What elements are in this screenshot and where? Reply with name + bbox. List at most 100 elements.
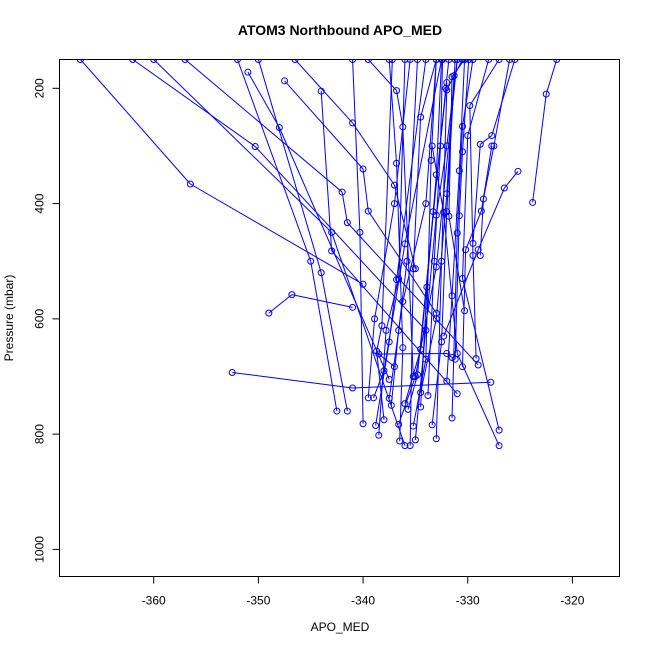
- data-point: [288, 291, 296, 299]
- data-point: [453, 390, 461, 398]
- profile-5: [244, 68, 393, 383]
- profile-segment: [374, 203, 395, 319]
- data-point: [417, 403, 425, 411]
- data-point: [395, 420, 403, 428]
- profile-42: [387, 59, 421, 409]
- data-point: [455, 212, 463, 220]
- profile-segment: [393, 59, 411, 204]
- profile-segment: [414, 215, 437, 440]
- data-point: [506, 59, 514, 63]
- data-point: [359, 165, 367, 173]
- data-point: [458, 148, 466, 156]
- data-point: [150, 59, 158, 63]
- data-point: [445, 59, 453, 63]
- data-point: [380, 367, 388, 375]
- profile-segment: [479, 198, 484, 256]
- profile-segment: [362, 168, 369, 212]
- data-point: [244, 68, 252, 76]
- data-point: [438, 338, 446, 346]
- data-point: [458, 122, 466, 130]
- data-point: [432, 171, 440, 179]
- data-point: [438, 59, 446, 63]
- profile-segment: [503, 170, 519, 189]
- data-point: [495, 442, 503, 450]
- data-point: [488, 132, 496, 140]
- data-point: [401, 442, 409, 450]
- data-point: [411, 436, 419, 444]
- data-point: [388, 59, 396, 63]
- data-point: [378, 322, 386, 330]
- data-point: [465, 59, 473, 63]
- profile-24: [469, 59, 519, 247]
- profile-segment: [184, 59, 343, 193]
- data-point: [485, 59, 493, 63]
- profile-segment: [268, 294, 293, 314]
- profile-segment: [469, 105, 474, 256]
- profile-segment: [451, 170, 460, 296]
- data-point: [228, 368, 236, 376]
- profile-segment: [431, 145, 445, 213]
- data-point: [401, 400, 409, 408]
- profile-segment: [441, 90, 448, 262]
- profile-segment: [472, 255, 477, 359]
- data-point: [462, 246, 470, 254]
- data-point: [251, 143, 259, 151]
- data-point: [385, 59, 393, 63]
- profile-41: [428, 59, 459, 429]
- x-axis-label: APO_MED: [311, 620, 370, 634]
- data-point: [500, 184, 508, 192]
- profile-segment: [257, 59, 322, 273]
- profile-segment: [420, 318, 437, 393]
- profile-segment: [461, 59, 474, 127]
- y-axis-label: Pressure (mbar): [2, 275, 16, 362]
- y-tick-label: 800: [33, 424, 47, 444]
- profile-segment: [396, 59, 427, 280]
- profile-27: [445, 59, 469, 315]
- data-point: [469, 239, 477, 247]
- profile-segment: [477, 187, 505, 250]
- profile-segment: [291, 294, 353, 308]
- data-point: [317, 269, 325, 277]
- profile-segment: [462, 278, 500, 431]
- profile-segment: [420, 59, 437, 118]
- data-point: [328, 247, 336, 255]
- profile-segment: [407, 374, 418, 410]
- data-point: [511, 59, 519, 63]
- profile-segment: [232, 371, 353, 389]
- data-point: [349, 59, 357, 63]
- profile-14: [349, 59, 367, 428]
- data-point: [328, 228, 336, 236]
- data-point: [401, 59, 409, 63]
- profile-segment: [320, 272, 348, 412]
- data-point: [422, 200, 430, 208]
- x-tick-label: -320: [560, 594, 584, 608]
- data-point: [417, 113, 425, 121]
- profile-segment: [431, 341, 443, 425]
- profile-43: [409, 59, 440, 430]
- profile-segment: [446, 295, 453, 382]
- profile-segment: [469, 59, 500, 106]
- profile-segment: [461, 59, 470, 152]
- profile-segment: [383, 243, 406, 371]
- profile-segment: [472, 144, 481, 244]
- profile-segment: [441, 211, 448, 342]
- profile-segment: [467, 59, 490, 136]
- data-point: [443, 190, 451, 198]
- data-point: [542, 90, 550, 98]
- data-point: [375, 431, 383, 439]
- profile-segment: [385, 278, 400, 331]
- profile-segment: [398, 261, 408, 331]
- data-point: [442, 84, 450, 92]
- data-point: [553, 59, 561, 63]
- data-point: [432, 59, 440, 63]
- data-point: [393, 159, 401, 167]
- data-point: [382, 326, 390, 334]
- profile-segment: [409, 268, 414, 446]
- data-point: [514, 167, 522, 175]
- data-point: [461, 307, 469, 315]
- data-point: [364, 394, 372, 402]
- profile-segment: [341, 191, 348, 223]
- x-axis: -360 -350 -340 -330 -320: [142, 576, 585, 608]
- data-point: [387, 401, 395, 409]
- data-point: [333, 407, 341, 415]
